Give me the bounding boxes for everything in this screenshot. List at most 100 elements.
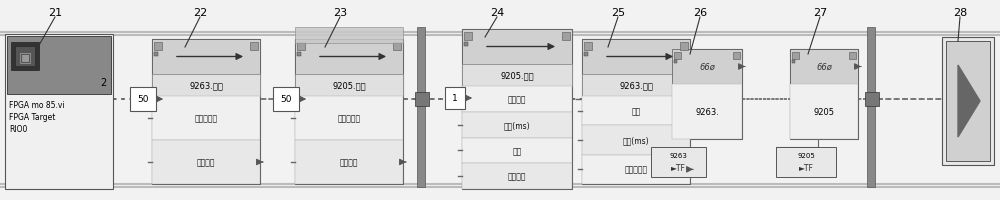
Bar (462, 163, 572, 189)
Text: 50: 50 (137, 95, 149, 104)
Bar (462, 65, 572, 87)
Bar (152, 40, 260, 75)
Bar (582, 97, 690, 126)
Text: 27: 27 (813, 8, 827, 18)
Text: 23: 23 (333, 8, 347, 18)
Text: 9205: 9205 (814, 107, 834, 116)
Bar (295, 40, 403, 184)
Text: RIO0: RIO0 (9, 124, 27, 133)
Bar (680, 43, 688, 51)
Bar (582, 155, 690, 184)
Bar (415, 93, 429, 106)
Text: 请求的深度: 请求的深度 (194, 114, 218, 123)
Bar (733, 53, 740, 60)
Bar (790, 85, 858, 139)
Bar (582, 75, 690, 97)
Bar (154, 53, 158, 57)
Bar (154, 43, 162, 51)
Text: 数据: 数据 (631, 107, 641, 116)
Bar (393, 43, 401, 51)
Bar (849, 53, 856, 60)
Bar (297, 43, 305, 51)
Bar (674, 53, 681, 60)
Bar (942, 38, 994, 165)
Bar (295, 40, 403, 75)
Text: ►TF: ►TF (671, 164, 686, 173)
Text: ▣: ▣ (18, 50, 32, 64)
Bar (152, 40, 260, 184)
Text: 实际深度: 实际深度 (340, 158, 358, 167)
Bar (584, 53, 588, 57)
Bar (674, 61, 677, 64)
Text: 28: 28 (953, 8, 967, 18)
Bar (946, 42, 990, 161)
Bar (295, 140, 403, 184)
Text: 26: 26 (693, 8, 707, 18)
Text: 剩余空元素: 剩余空元素 (624, 165, 648, 174)
Bar (11, 43, 39, 71)
Bar (462, 138, 572, 163)
Bar (295, 75, 403, 97)
Text: 25: 25 (611, 8, 625, 18)
Bar (462, 112, 572, 138)
Polygon shape (958, 66, 980, 137)
Bar (462, 30, 572, 189)
Text: 超时(ms): 超时(ms) (623, 136, 649, 145)
Text: 1: 1 (452, 94, 458, 103)
Bar (672, 50, 742, 85)
Bar (865, 93, 879, 106)
Text: 21: 21 (48, 8, 62, 18)
Bar (417, 28, 425, 187)
Text: FPGA mo 85.vi: FPGA mo 85.vi (9, 100, 65, 109)
Text: 9205: 9205 (797, 152, 815, 158)
Text: ►TF: ►TF (799, 164, 813, 173)
Bar (7, 37, 111, 95)
Bar (462, 30, 572, 65)
Text: 9205.读取: 9205.读取 (500, 71, 534, 80)
Bar (792, 61, 795, 64)
Bar (295, 28, 403, 44)
Bar (792, 53, 799, 60)
Text: 剩余元素: 剩余元素 (508, 172, 526, 181)
Bar (295, 97, 403, 140)
Text: 50: 50 (280, 95, 292, 104)
Bar (584, 43, 592, 51)
Bar (790, 50, 858, 85)
Text: 9263.写入: 9263.写入 (619, 81, 653, 90)
Bar (464, 43, 468, 47)
Text: 请求的深度: 请求的深度 (337, 114, 361, 123)
Text: 9263: 9263 (670, 152, 687, 158)
Bar (152, 75, 260, 97)
Bar (152, 97, 260, 140)
Bar (297, 53, 301, 57)
Bar (445, 88, 465, 109)
Bar (776, 147, 836, 177)
Bar (672, 50, 742, 139)
Bar (250, 43, 258, 51)
Text: 元素数量: 元素数量 (508, 95, 526, 104)
Text: FPGA Target: FPGA Target (9, 112, 55, 121)
Bar (464, 33, 472, 41)
Bar (672, 85, 742, 139)
Bar (130, 88, 156, 111)
Bar (790, 50, 858, 139)
Bar (15, 47, 35, 67)
Text: 9263.配置: 9263.配置 (189, 81, 223, 90)
Text: 9263.: 9263. (695, 107, 719, 116)
Bar (582, 40, 690, 184)
Text: 2: 2 (100, 78, 106, 88)
Text: 9205.配置: 9205.配置 (332, 81, 366, 90)
Text: 24: 24 (490, 8, 504, 18)
Bar (562, 33, 570, 41)
Bar (5, 35, 113, 189)
Bar (273, 88, 299, 111)
Text: 66ø: 66ø (816, 63, 832, 72)
Text: 超时(ms): 超时(ms) (504, 121, 530, 129)
Text: 66ø: 66ø (699, 63, 715, 72)
Text: 实际深度: 实际深度 (197, 158, 215, 167)
Text: 数据: 数据 (512, 146, 522, 155)
Bar (867, 28, 875, 187)
Bar (582, 40, 690, 75)
Text: 22: 22 (193, 8, 207, 18)
Bar (651, 147, 706, 177)
